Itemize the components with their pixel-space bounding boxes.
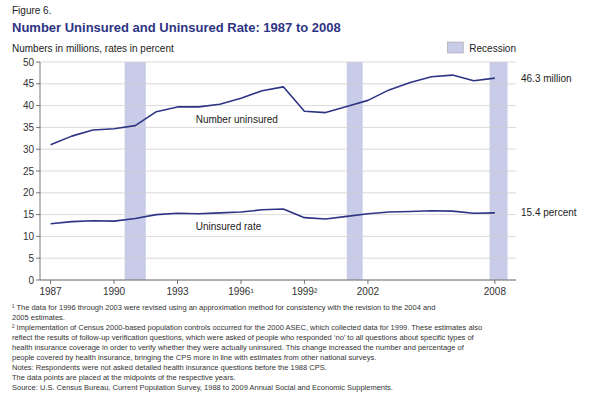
- x-tick-label: 1987: [39, 286, 62, 297]
- footnote: people covered by health insurance, brin…: [12, 353, 376, 362]
- grid-line: [40, 62, 516, 63]
- y-tick-label: 25: [23, 166, 35, 177]
- figure-label: Figure 6.: [12, 5, 51, 16]
- annotation: 46.3 million: [521, 73, 572, 84]
- y-axis: 0 5 10 15 20 25 30 35 40 45 50: [23, 57, 516, 286]
- footnote: health insurance coverage in order to ve…: [12, 343, 465, 352]
- y-tick: [36, 127, 40, 128]
- grid-line: [40, 149, 516, 150]
- y-tick: [36, 280, 40, 281]
- y-tick-label: 0: [28, 275, 34, 286]
- y-tick-label: 10: [23, 231, 35, 242]
- grid-line: [40, 127, 516, 128]
- y-tick-label: 35: [23, 122, 35, 133]
- footnote: Notes: Respondents were not asked detail…: [12, 363, 327, 372]
- series-label: Uninsured rate: [196, 221, 262, 232]
- grid-line: [40, 258, 516, 259]
- y-tick: [36, 83, 40, 84]
- y-tick: [36, 105, 40, 106]
- y-tick-label: 40: [23, 100, 35, 111]
- footnote: Source: U.S. Census Bureau, Current Popu…: [12, 383, 393, 392]
- x-tick: [177, 280, 178, 284]
- annotation: 15.4 percent: [521, 207, 577, 218]
- x-tick-label: 1996¹: [228, 286, 254, 297]
- y-tick-label: 30: [23, 144, 35, 155]
- y-tick: [36, 236, 40, 237]
- x-tick: [304, 280, 305, 284]
- x-tick: [240, 280, 241, 284]
- legend: Recession: [447, 42, 516, 54]
- y-tick: [36, 171, 40, 172]
- y-tick: [36, 192, 40, 193]
- y-tick: [36, 62, 40, 63]
- series-line: [51, 75, 495, 145]
- x-axis-line: [40, 280, 516, 281]
- x-tick: [114, 280, 115, 284]
- grid-line: [40, 83, 516, 84]
- y-tick: [36, 149, 40, 150]
- y-tick-label: 15: [23, 209, 35, 220]
- footnotes: ¹ The data for 1996 through 2003 were re…: [12, 303, 482, 392]
- footnote: ² Implementation of Census 2000-based po…: [12, 323, 482, 332]
- title: Number Uninsured and Uninsured Rate: 198…: [12, 20, 341, 35]
- legend-swatch: [447, 42, 463, 53]
- series-label: Number uninsured: [196, 114, 278, 125]
- legend-label: Recession: [469, 43, 516, 54]
- grid-line: [40, 280, 516, 281]
- footnote: ¹ The data for 1996 through 2003 were re…: [12, 303, 435, 312]
- x-tick: [50, 280, 51, 284]
- chart: Figure 6. Number Uninsured and Uninsured …: [0, 0, 591, 415]
- x-tick-label: 1999²: [292, 286, 318, 297]
- x-tick-label: 1990: [103, 286, 126, 297]
- grid-line: [40, 192, 516, 193]
- grid-line: [40, 236, 516, 237]
- y-tick-label: 45: [23, 78, 35, 89]
- y-tick: [36, 258, 40, 259]
- y-tick-label: 20: [23, 187, 35, 198]
- lines: [51, 75, 495, 224]
- y-tick-label: 5: [28, 253, 34, 264]
- y-axis-label: Numbers in millions, rates in percent: [12, 43, 174, 54]
- y-tick: [36, 214, 40, 215]
- footnote: The data points are placed at the midpoi…: [12, 373, 235, 382]
- grid-line: [40, 214, 516, 215]
- footnote: 2005 estimates.: [12, 313, 65, 322]
- x-tick: [367, 280, 368, 284]
- series-labels: Number uninsured Uninsured rate: [196, 114, 278, 232]
- grid-line: [40, 171, 516, 172]
- grid-line: [40, 105, 516, 106]
- x-tick: [494, 280, 495, 284]
- x-axis: 1987 1990 1993 1996¹ 1999² 2002 2008: [39, 280, 506, 297]
- y-tick-label: 50: [23, 57, 35, 68]
- x-tick-label: 1993: [166, 286, 189, 297]
- x-tick-label: 2002: [357, 286, 380, 297]
- y-axis-line: [40, 62, 41, 280]
- x-tick-label: 2008: [484, 286, 507, 297]
- series-line: [51, 209, 495, 224]
- annotations: 46.3 million 15.4 percent: [521, 73, 577, 219]
- footnote: reflect the results of follow-up verific…: [12, 333, 475, 342]
